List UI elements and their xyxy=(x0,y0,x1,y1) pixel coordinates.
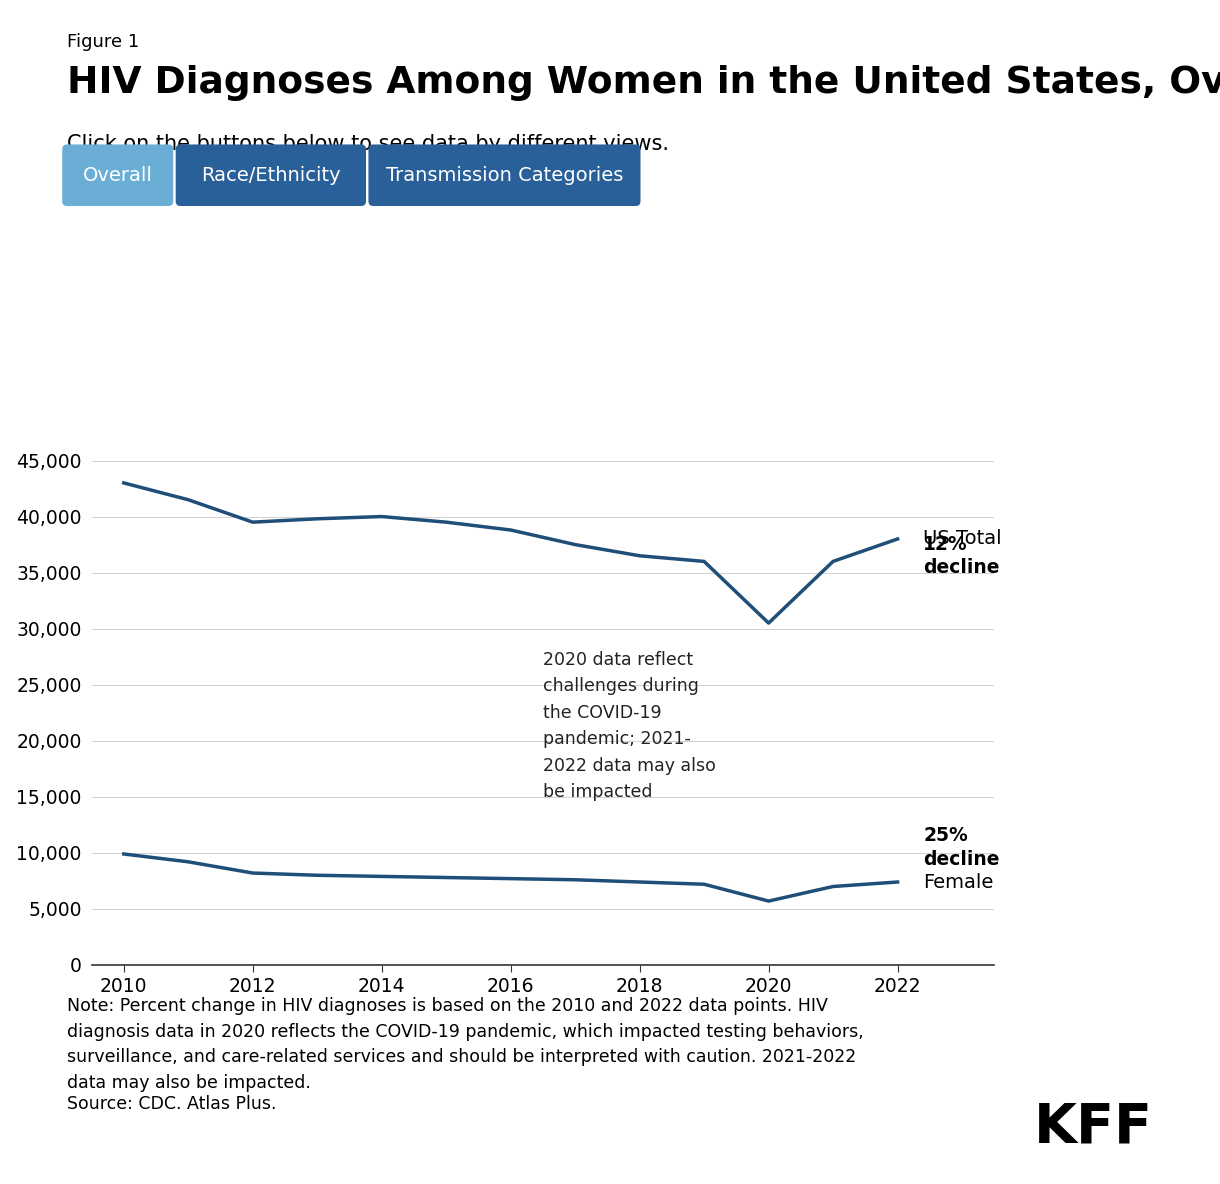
Text: Source: CDC. Atlas Plus.: Source: CDC. Atlas Plus. xyxy=(67,1095,277,1113)
Text: 25%
decline: 25% decline xyxy=(924,826,1000,869)
Text: Overall: Overall xyxy=(83,166,152,185)
Text: US Total: US Total xyxy=(924,529,1002,548)
Text: Note: Percent change in HIV diagnoses is based on the 2010 and 2022 data points.: Note: Percent change in HIV diagnoses is… xyxy=(67,997,864,1092)
Text: Transmission Categories: Transmission Categories xyxy=(386,166,623,185)
Text: Race/Ethnicity: Race/Ethnicity xyxy=(201,166,340,185)
Text: 12%
decline: 12% decline xyxy=(924,534,1000,577)
Text: Figure 1: Figure 1 xyxy=(67,33,139,51)
Text: HIV Diagnoses Among Women in the United States, Overall: HIV Diagnoses Among Women in the United … xyxy=(67,65,1220,101)
Text: KFF: KFF xyxy=(1033,1100,1153,1154)
Text: Click on the buttons below to see data by different views.: Click on the buttons below to see data b… xyxy=(67,134,669,154)
Text: Female: Female xyxy=(924,873,994,892)
Text: 2020 data reflect
challenges during
the COVID-19
pandemic; 2021-
2022 data may a: 2020 data reflect challenges during the … xyxy=(543,651,716,802)
